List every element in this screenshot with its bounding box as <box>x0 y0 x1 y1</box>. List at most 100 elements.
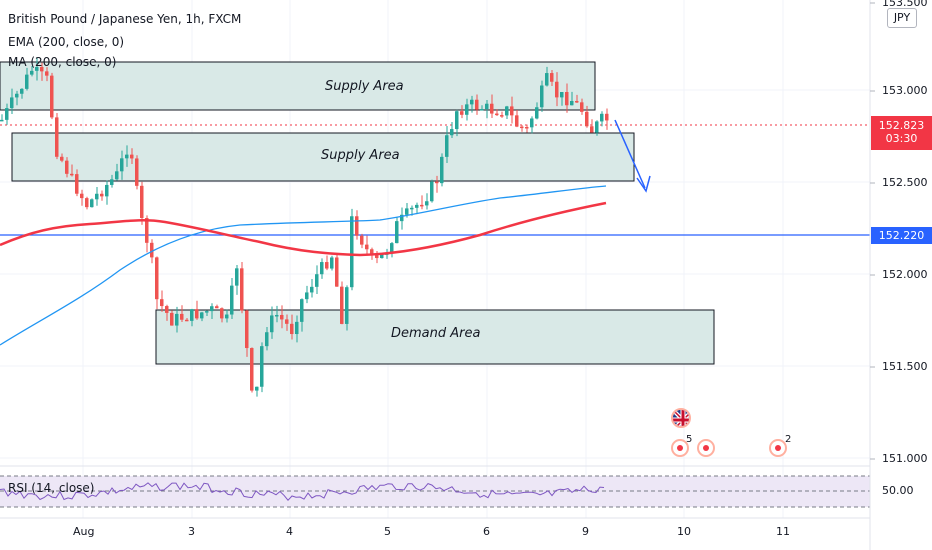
candle-body <box>180 313 184 320</box>
candle-body <box>270 315 274 333</box>
candle-body <box>290 323 294 335</box>
candle-body <box>410 207 414 210</box>
candle-body <box>155 257 159 300</box>
current-price-badge[interactable]: 152.823 03:30 <box>871 116 932 150</box>
event-marker-icon[interactable] <box>697 439 715 457</box>
candle-body <box>140 185 144 219</box>
ma-legend[interactable]: MA (200, close, 0) <box>8 55 117 69</box>
demand-zone-label: Demand Area <box>391 326 481 341</box>
candle-body <box>5 108 9 120</box>
event-count: 2 <box>785 434 792 445</box>
candle-body <box>260 346 264 387</box>
candle-body <box>530 118 534 128</box>
price-tick: 152.500 <box>882 176 928 189</box>
candle-body <box>225 314 229 319</box>
candle-body <box>375 255 379 259</box>
candle-body <box>190 309 194 321</box>
candle-body <box>565 92 569 106</box>
candle-body <box>310 286 314 293</box>
candle-body <box>305 292 309 300</box>
candle-body <box>100 193 104 197</box>
demand-zone[interactable] <box>155 309 715 365</box>
candle-body <box>30 70 34 75</box>
candle-body <box>245 310 249 349</box>
symbol-title[interactable]: British Pound / Japanese Yen, 1h, FXCM <box>8 12 242 26</box>
candle-body <box>360 235 364 245</box>
candle-body <box>35 67 39 71</box>
rsi-legend[interactable]: RSI (14, close) <box>8 481 95 495</box>
currency-button[interactable]: JPY <box>887 8 917 28</box>
candle-body <box>330 257 334 269</box>
candle-body <box>390 243 394 254</box>
supply-zone-mid-label: Supply Area <box>321 148 400 163</box>
candle-body <box>405 208 409 215</box>
candle-body <box>580 102 584 112</box>
candle-body <box>15 93 19 98</box>
candle-body <box>365 244 369 250</box>
price-tick: 153.500 <box>882 0 928 9</box>
candle-body <box>50 75 54 118</box>
candle-body <box>65 160 69 174</box>
candle-body <box>555 81 559 98</box>
candle-body <box>170 312 174 326</box>
candle-body <box>80 193 84 199</box>
candle-body <box>240 268 244 311</box>
date-tick: 4 <box>286 525 293 538</box>
candle-body <box>130 154 134 159</box>
candle-body <box>460 111 464 115</box>
supply-zone-top[interactable] <box>0 61 596 111</box>
current-price-value: 152.823 <box>878 119 925 132</box>
candle-body <box>95 193 99 200</box>
candle-body <box>525 126 529 129</box>
event-dot <box>775 445 781 451</box>
price-tick: 151.500 <box>882 360 928 373</box>
candle-body <box>320 262 324 275</box>
candle-body <box>505 106 509 116</box>
candle-body <box>380 253 384 259</box>
rsi-tick: 50.00 <box>882 484 914 497</box>
candle-body <box>550 73 554 82</box>
candle-body <box>60 156 64 161</box>
candle-body <box>470 99 474 105</box>
candle-body <box>575 100 579 103</box>
forecast-arrow[interactable] <box>614 119 646 189</box>
candle-body <box>20 88 24 94</box>
price-axis-ticks <box>870 2 875 460</box>
candle-body <box>280 314 284 320</box>
level-price-badge[interactable]: 152.220 <box>871 227 932 244</box>
price-tick: 152.000 <box>882 268 928 281</box>
candle-body <box>420 204 424 207</box>
candle-body <box>115 171 119 180</box>
candle-body <box>185 319 189 322</box>
candle-body <box>395 221 399 244</box>
candle-body <box>205 311 209 313</box>
event-count: 5 <box>686 434 693 445</box>
candle-body <box>70 173 74 176</box>
candle-body <box>55 117 59 157</box>
candle-body <box>295 321 299 335</box>
supply-zone-top-label: Supply Area <box>325 79 404 94</box>
candle-body <box>475 99 479 110</box>
candle-body <box>605 113 609 121</box>
candle-body <box>195 309 199 319</box>
candle-body <box>500 115 504 117</box>
ema-legend[interactable]: EMA (200, close, 0) <box>8 35 125 49</box>
candle-body <box>585 111 589 127</box>
candle-body <box>440 156 444 184</box>
candle-body <box>25 74 29 89</box>
candle-body <box>335 257 339 287</box>
uk-flag-graphic <box>673 410 689 426</box>
candle-body <box>350 216 354 288</box>
candle-body <box>535 107 539 119</box>
event-marker-icon[interactable] <box>671 439 689 457</box>
candle-body <box>175 313 179 326</box>
price-tick: 151.000 <box>882 452 928 465</box>
candle-body <box>200 312 204 319</box>
event-marker-icon[interactable] <box>769 439 787 457</box>
candle-body <box>345 287 349 324</box>
uk-flag-icon[interactable] <box>671 408 691 428</box>
date-tick: 6 <box>483 525 490 538</box>
bar-countdown: 03:30 <box>885 132 918 145</box>
candle-body <box>125 154 129 159</box>
